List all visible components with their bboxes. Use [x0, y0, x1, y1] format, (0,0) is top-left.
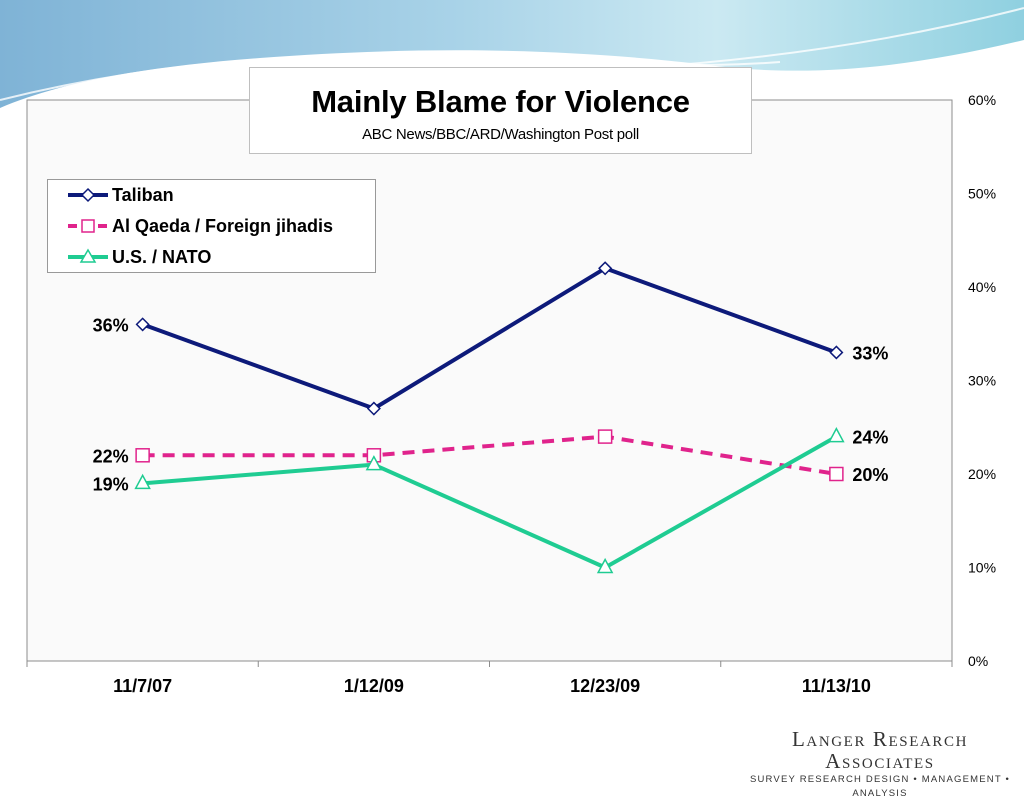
marker-square: [135, 448, 150, 463]
y-tick-label: 50%: [968, 186, 996, 202]
brand-logo: Langer Research Associates Survey Resear…: [744, 728, 1016, 801]
y-tick-label: 40%: [968, 279, 996, 295]
chart-title-box: Mainly Blame for Violence ABC News/BBC/A…: [249, 67, 752, 154]
marker-triangle: [365, 455, 383, 471]
y-tick-label: 30%: [968, 373, 996, 389]
data-label: 36%: [93, 315, 129, 335]
legend: Taliban Al Qaeda / Foreign jihadis U.S. …: [47, 179, 376, 273]
x-tick-label: 12/23/09: [570, 676, 640, 696]
marker-triangle: [134, 473, 151, 490]
marker-triangle: [596, 557, 614, 574]
legend-line-diamond-icon: [68, 187, 108, 203]
x-tick-label: 11/13/10: [802, 676, 871, 696]
y-tick-label: 20%: [968, 466, 996, 482]
data-label: 20%: [852, 465, 888, 485]
series-line: [141, 266, 838, 411]
y-tick-label: 0%: [968, 653, 988, 669]
data-label: 22%: [93, 446, 129, 466]
legend-item-taliban: Taliban: [68, 184, 174, 206]
legend-line-triangle-icon: [68, 248, 108, 263]
y-tick-label: 60%: [968, 92, 996, 108]
marker-triangle: [828, 427, 845, 443]
legend-item-al-qaeda: Al Qaeda / Foreign jihadis: [68, 215, 333, 237]
legend-label: Al Qaeda / Foreign jihadis: [112, 215, 334, 236]
x-tick-label: 1/12/09: [344, 676, 404, 696]
x-tick-label: 11/7/07: [113, 676, 172, 696]
y-tick-label: 10%: [968, 560, 996, 576]
header-wave-decoration: [0, 0, 1024, 108]
brand-tagline: Survey Research Design • Management • An…: [749, 774, 1011, 799]
series-line: [142, 434, 837, 476]
chart: 11/7/07 1/12/09 12/23/09 11/13/10 0% 10% 20% 30…: [26, 92, 996, 696]
marker-diamond: [135, 317, 150, 332]
marker-square: [597, 429, 613, 444]
marker-diamond: [829, 345, 844, 360]
legend-label: Taliban: [112, 184, 174, 205]
brand-name: Langer Research Associates: [791, 727, 969, 773]
chart-title: Mainly Blame for Violence: [311, 84, 690, 119]
marker-square: [829, 466, 844, 482]
legend-label: U.S. / NATO: [112, 246, 212, 267]
legend-item-us-nato: U.S. / NATO: [68, 246, 211, 268]
data-label: 19%: [93, 474, 129, 494]
series-line: [142, 434, 838, 570]
data-label: 33%: [852, 343, 888, 363]
marker-diamond: [598, 261, 613, 276]
data-label: 24%: [852, 428, 888, 448]
chart-subtitle: ABC News/BBC/ARD/Washington Post poll: [362, 126, 639, 143]
marker-diamond: [366, 401, 381, 416]
legend-line-square-icon: [68, 219, 108, 233]
